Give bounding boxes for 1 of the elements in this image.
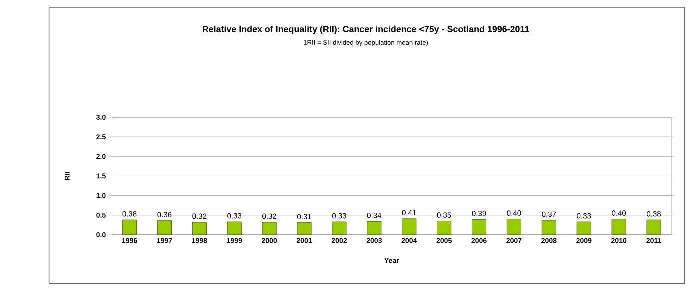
chart-title: Relative Index of Inequality (RII): Cancer incidence <75y - Scotland 1996-2011 [203,26,530,34]
